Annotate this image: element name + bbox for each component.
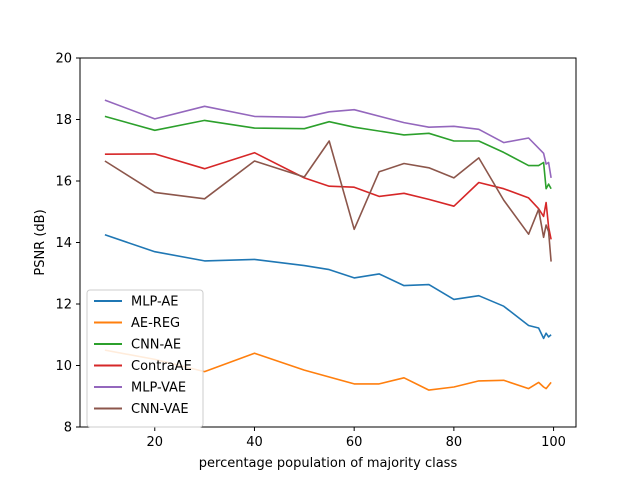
legend-label: CNN-VAE [131, 402, 189, 417]
x-tick-label: 80 [446, 435, 463, 450]
legend-label: CNN-AE [131, 338, 181, 353]
series-line-mlp-ae [104, 234, 552, 340]
legend: MLP-AE AE-REG CNN-AE ContraAE MLP-VAE CNN-VAE [86, 289, 204, 428]
legend-label: MLP-VAE [131, 381, 186, 396]
y-tick-label: 20 [55, 52, 72, 67]
x-tick-label: 60 [346, 435, 363, 450]
y-tick-label: 14 [55, 236, 72, 251]
series-line-cnn-vae [104, 140, 552, 262]
y-tick-label: 16 [55, 175, 72, 190]
series-line-contraae [104, 151, 552, 240]
x-tick-label: 40 [246, 435, 263, 450]
series-line-ae-reg [104, 349, 552, 391]
x-tick-label: 100 [541, 435, 566, 450]
legend-label: AE-REG [131, 316, 180, 331]
plot-lines [104, 99, 552, 391]
legend-label: ContraAE [131, 359, 192, 374]
y-axis-label: PSNR (dB) [33, 209, 48, 275]
legend-label: MLP-AE [131, 295, 179, 310]
y-tick-label: 12 [55, 298, 72, 313]
series-line-cnn-ae [104, 115, 552, 190]
series-line-mlp-vae [104, 99, 552, 179]
y-tick-label: 18 [55, 113, 72, 128]
x-axis-label: percentage population of majority class [199, 456, 458, 471]
x-axis: 20 40 60 80 100 [147, 427, 566, 450]
y-tick-label: 10 [55, 359, 72, 374]
x-tick-label: 20 [147, 435, 164, 450]
legend-box [86, 289, 204, 428]
y-tick-label: 8 [64, 421, 72, 436]
y-axis: 8 10 12 14 16 18 20 [55, 52, 80, 436]
